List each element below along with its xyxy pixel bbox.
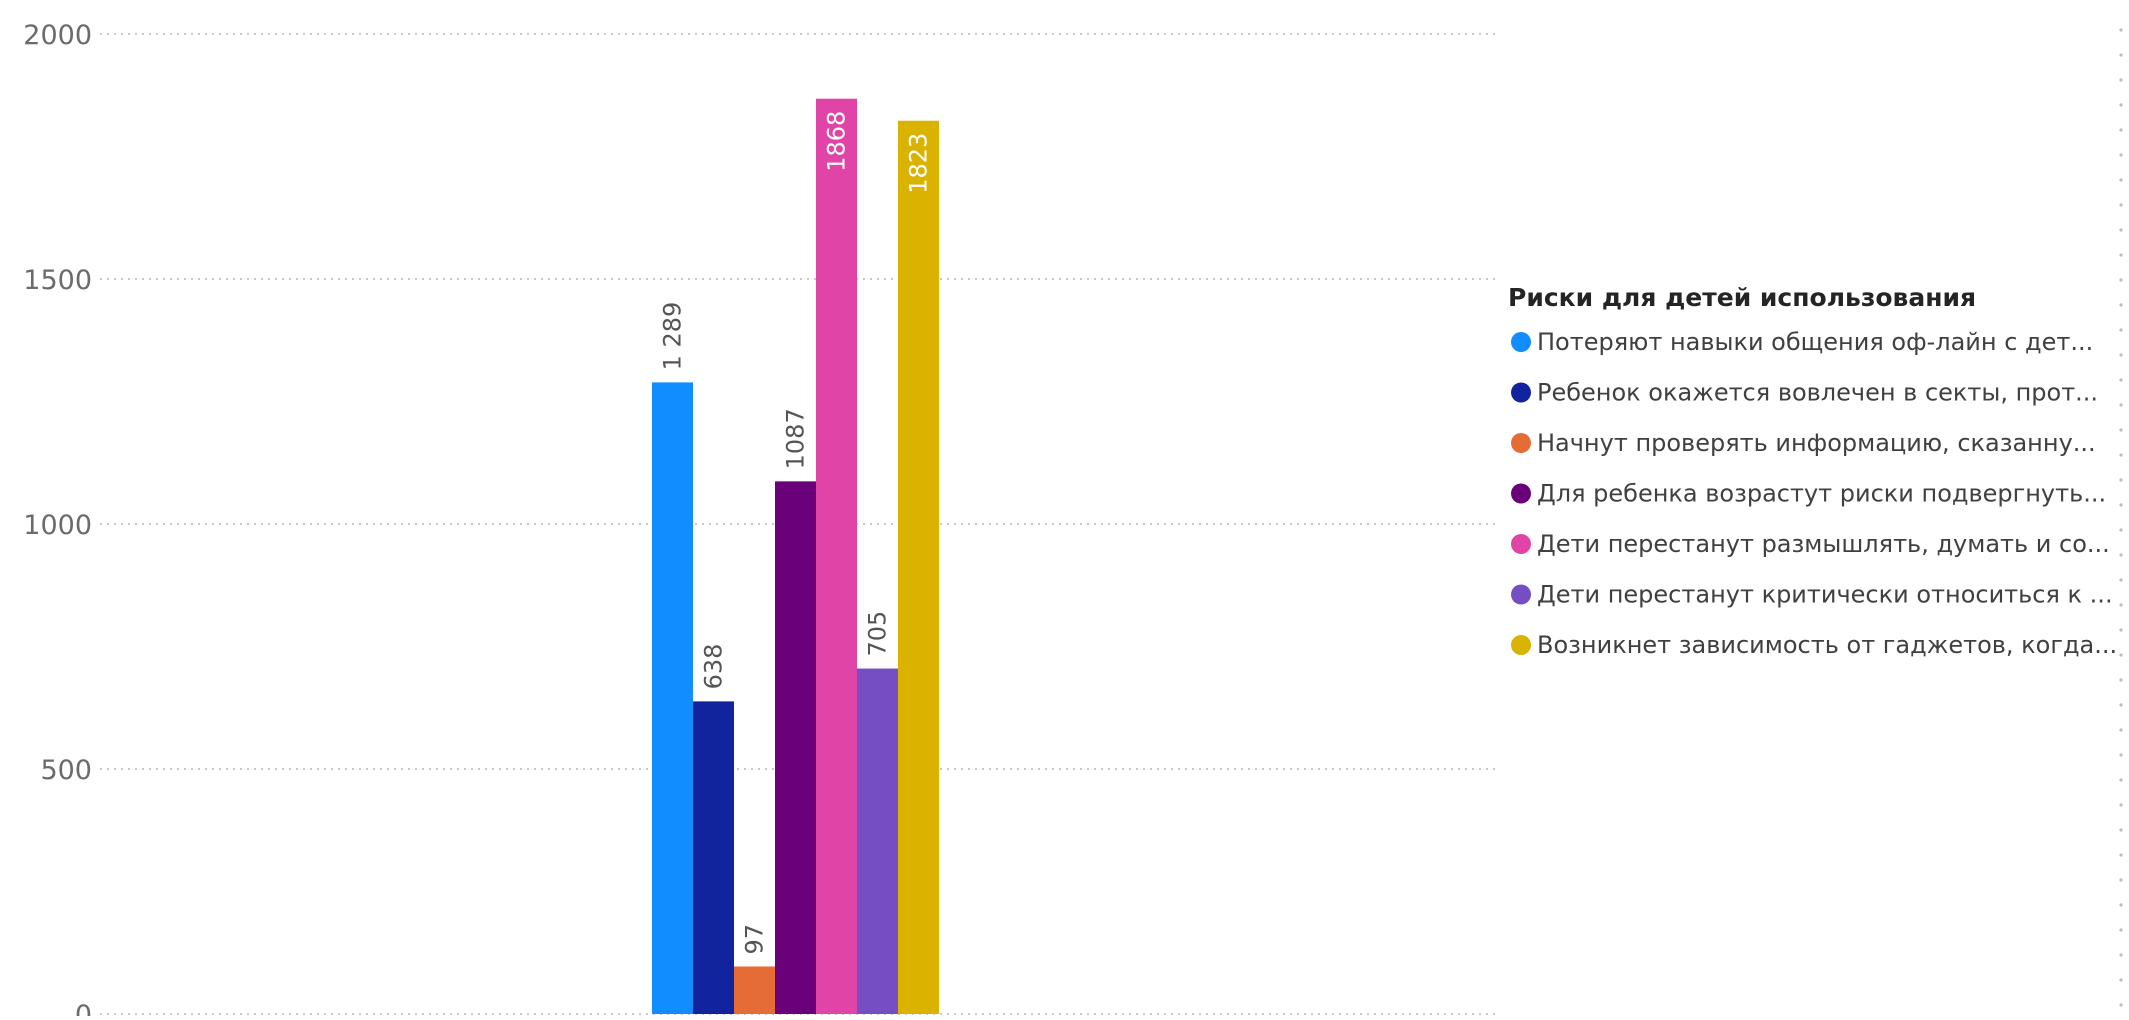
edge-dot — [2119, 828, 2123, 832]
legend-label: Дети перестанут критически относиться к … — [1537, 581, 2113, 609]
data-label: 638 — [700, 644, 728, 690]
data-labels: 1 289 638 97 1087 1868 705 1823 — [659, 111, 933, 955]
edge-dot — [2119, 303, 2123, 307]
legend-title: Риски для детей использования — [1508, 283, 1976, 312]
edge-dot — [2119, 353, 2123, 357]
bar[interactable] — [816, 98, 857, 1015]
data-label: 1823 — [905, 133, 933, 194]
edge-dot — [2119, 478, 2123, 482]
edge-dot — [2119, 628, 2123, 632]
legend[interactable]: Риски для детей использования Потеряют н… — [1508, 283, 2117, 659]
legend-marker-icon — [1511, 635, 1531, 655]
edge-dot — [2119, 103, 2123, 107]
edge-dot — [2119, 778, 2123, 782]
edge-dot — [2119, 703, 2123, 707]
edge-dot — [2119, 28, 2123, 32]
edge-dot — [2119, 753, 2123, 757]
legend-label: Дети перестанут размышлять, думать и со.… — [1537, 530, 2110, 558]
legend-marker-icon — [1511, 433, 1531, 453]
legend-marker-icon — [1511, 584, 1531, 605]
legend-label: Потеряют навыки общения оф-лайн с дет... — [1537, 328, 2093, 356]
bar[interactable] — [898, 120, 939, 1015]
bar[interactable] — [775, 481, 816, 1014]
edge-dot — [2119, 553, 2123, 557]
legend-item[interactable]: Дети перестанут размышлять, думать и со.… — [1511, 530, 2110, 558]
edge-dot — [2119, 453, 2123, 457]
edge-dot — [2119, 53, 2123, 57]
edge-dot — [2119, 678, 2123, 682]
edge-dot — [2119, 328, 2123, 332]
edge-dot — [2119, 528, 2123, 532]
edge-dot — [2119, 803, 2123, 807]
edge-dot — [2119, 978, 2123, 982]
edge-dot — [2119, 653, 2123, 657]
legend-marker-icon — [1511, 534, 1531, 554]
y-tick-label: 0 — [75, 1000, 92, 1016]
bar[interactable] — [734, 966, 775, 1014]
edge-dot — [2119, 378, 2123, 382]
y-tick-label: 1000 — [23, 510, 92, 541]
edge-dot — [2119, 403, 2123, 407]
edge-dot — [2119, 203, 2123, 207]
edge-dot — [2119, 903, 2123, 907]
legend-item[interactable]: Начнут проверять информацию, сказанну... — [1511, 429, 2096, 457]
legend-label: Для ребенка возрастут риски подвергнуть.… — [1537, 480, 2106, 508]
edge-dot — [2119, 78, 2123, 82]
data-label: 1087 — [782, 408, 810, 469]
bars — [652, 98, 939, 1015]
y-tick-label: 1500 — [23, 265, 92, 296]
data-label: 1868 — [823, 111, 851, 172]
edge-dot — [2119, 228, 2123, 232]
legend-item[interactable]: Дети перестанут критически относиться к … — [1511, 581, 2113, 609]
data-label: 705 — [864, 611, 892, 657]
edge-dot — [2119, 1003, 2123, 1007]
edge-dot — [2119, 428, 2123, 432]
data-label: 1 289 — [659, 302, 687, 371]
y-tick-label: 2000 — [23, 20, 92, 51]
edge-dot — [2119, 578, 2123, 582]
edge-dot — [2119, 953, 2123, 957]
legend-label: Начнут проверять информацию, сказанну... — [1537, 429, 2096, 457]
legend-marker-icon — [1511, 332, 1531, 352]
edge-dot — [2119, 603, 2123, 607]
legend-label: Ребенок окажется вовлечен в секты, прот.… — [1537, 379, 2098, 407]
scroll-edge-dots — [2119, 28, 2123, 1007]
edge-dot — [2119, 728, 2123, 732]
edge-dot — [2119, 178, 2123, 182]
bar[interactable] — [652, 382, 693, 1014]
edge-dot — [2119, 878, 2123, 882]
legend-item[interactable]: Потеряют навыки общения оф-лайн с дет... — [1511, 328, 2093, 356]
bar[interactable] — [693, 701, 734, 1014]
edge-dot — [2119, 853, 2123, 857]
y-tick-label: 500 — [40, 755, 92, 786]
edge-dot — [2119, 928, 2123, 932]
legend-item[interactable]: Ребенок окажется вовлечен в секты, прот.… — [1511, 379, 2098, 407]
edge-dot — [2119, 278, 2123, 282]
bar[interactable] — [857, 668, 898, 1014]
edge-dot — [2119, 128, 2123, 132]
legend-label: Возникнет зависимость от гаджетов, когда… — [1537, 631, 2117, 659]
data-label: 97 — [741, 924, 769, 955]
y-axis-ticks: 0 500 1000 1500 2000 — [23, 20, 92, 1020]
legend-item[interactable]: Возникнет зависимость от гаджетов, когда… — [1511, 631, 2117, 659]
edge-dot — [2119, 153, 2123, 157]
legend-item[interactable]: Для ребенка возрастут риски подвергнуть.… — [1511, 480, 2106, 508]
legend-marker-icon — [1511, 483, 1531, 504]
edge-dot — [2119, 503, 2123, 507]
legend-marker-icon — [1511, 382, 1531, 403]
edge-dot — [2119, 253, 2123, 257]
